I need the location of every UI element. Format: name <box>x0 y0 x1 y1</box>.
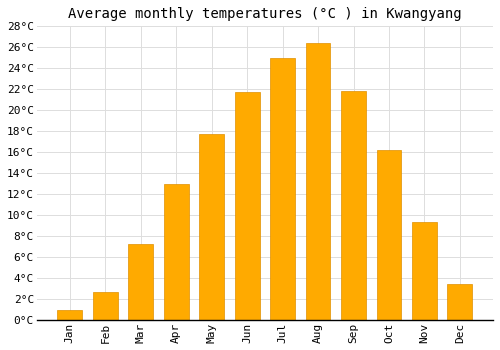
Bar <box>200 134 224 320</box>
Bar <box>164 184 188 320</box>
Bar <box>448 284 472 320</box>
Title: Average monthly temperatures (°C ) in Kwangyang: Average monthly temperatures (°C ) in Kw… <box>68 7 462 21</box>
Bar <box>376 150 402 320</box>
Bar <box>128 245 153 320</box>
Bar <box>412 223 437 320</box>
Bar <box>93 292 118 320</box>
Bar <box>270 58 295 320</box>
Bar <box>235 92 260 320</box>
Bar <box>306 43 330 320</box>
Bar <box>341 91 366 320</box>
Bar <box>58 309 82 320</box>
